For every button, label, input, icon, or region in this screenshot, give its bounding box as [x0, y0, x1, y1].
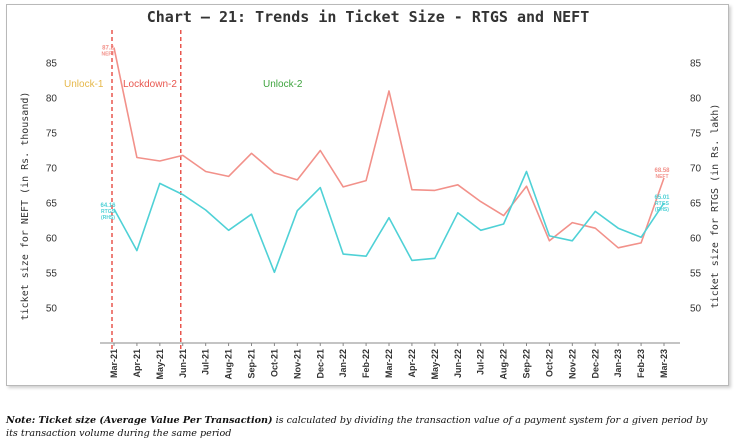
footnote: Note: Ticket size (Average Value Per Tra…: [6, 414, 731, 440]
footnote-line-2: its transaction volume during the same p…: [6, 428, 232, 439]
x-tick-Mar-23: Mar-23: [659, 349, 669, 378]
footnote-term: Ticket size (Average Value Per Transacti…: [38, 415, 273, 426]
data-label-neft-0-0: 87.2: [102, 46, 114, 52]
x-tick-Feb-23: Feb-23: [636, 349, 646, 378]
y-tick-right-60: 60: [690, 234, 702, 245]
x-tick-Dec-22: Dec-22: [590, 349, 600, 379]
y-axis-right-label: ticket size for RTGS (in Rs. lakh): [710, 104, 721, 309]
phase-labels: Unlock-1 Lockdown-2 Unlock-2: [64, 79, 303, 90]
data-label-rtgs-0-1: RTGS: [101, 209, 116, 215]
ticket-size-chart: Chart – 21: Trends in Ticket Size - RTGS…: [20, 8, 721, 380]
y-tick-left-70: 70: [46, 164, 58, 175]
x-tick-Dec-21: Dec-21: [315, 349, 325, 379]
data-label-rtgs-0-0: 64.16: [100, 203, 116, 209]
y-tick-right-85: 85: [690, 59, 702, 70]
y-tick-right-70: 70: [690, 164, 702, 175]
x-tick-Mar-21: Mar-21: [109, 349, 119, 378]
x-tick-Jul-22: Jul-22: [476, 349, 486, 375]
data-label-rtgs-24-2: (RHS): [655, 207, 669, 213]
x-tick-Apr-22: Apr-22: [407, 349, 417, 378]
x-tick-Sep-22: Sep-22: [522, 349, 532, 379]
y-tick-left-50: 50: [46, 304, 58, 315]
footnote-line-1: Note: Ticket size (Average Value Per Tra…: [6, 414, 731, 427]
footnote-prefix: Note:: [6, 415, 36, 426]
x-tick-May-22: May-22: [430, 349, 440, 380]
data-label-rtgs-0-2: (RHS): [101, 215, 115, 221]
x-tick-Jul-21: Jul-21: [201, 349, 211, 375]
x-tick-Aug-21: Aug-21: [224, 349, 234, 380]
chart-frame: [6, 4, 729, 386]
x-tick-Mar-22: Mar-22: [384, 349, 394, 378]
x-tick-Jan-22: Jan-22: [338, 349, 348, 378]
chart-title: Chart – 21: Trends in Ticket Size - RTGS…: [147, 8, 590, 26]
x-tick-Oct-22: Oct-22: [544, 349, 554, 377]
y-tick-left-65: 65: [46, 199, 58, 210]
y-tick-right-80: 80: [690, 94, 702, 105]
x-tick-Nov-22: Nov-22: [567, 349, 577, 379]
series-lines: [113, 47, 665, 274]
phase-label-unlock-1: Unlock-1: [64, 79, 104, 90]
axes-layer: 50 50 55 55 60 60 65 65 70 70 75 75 80 80 85 85 Mar-21 Ap…: [46, 59, 702, 380]
x-tick-Apr-21: Apr-21: [132, 349, 142, 378]
x-tick-Feb-22: Feb-22: [361, 349, 371, 378]
y-tick-right-50: 50: [690, 304, 702, 315]
data-label-rtgs-24-0: 65.01: [654, 195, 670, 201]
y-tick-left-75: 75: [46, 129, 58, 140]
data-label-neft-0-1: NEFT: [101, 52, 114, 58]
y-tick-right-65: 65: [690, 199, 702, 210]
phase-label-unlock-2: Unlock-2: [263, 79, 303, 90]
x-tick-Nov-21: Nov-21: [292, 349, 302, 379]
data-label-neft-24-1: NEFT: [655, 174, 668, 180]
x-tick-Jun-22: Jun-22: [453, 349, 463, 378]
y-tick-left-55: 55: [46, 269, 58, 280]
x-tick-Sep-21: Sep-21: [247, 349, 257, 379]
y-tick-left-60: 60: [46, 234, 58, 245]
data-label-neft-24-0: 68.58: [654, 168, 670, 174]
data-label-rtgs-24-1: RTGS: [655, 201, 670, 207]
y-axis-left-label: ticket size for NEFT (in Rs. thousand): [20, 92, 31, 321]
y-tick-left-80: 80: [46, 94, 58, 105]
x-tick-Jan-23: Jan-23: [613, 349, 623, 378]
x-tick-May-21: May-21: [155, 349, 165, 380]
data-labels: 87.2NEFT64.16RTGS(RHS)68.58NEFT65.01RTGS…: [100, 46, 670, 221]
phase-label-lockdown-2: Lockdown-2: [123, 79, 177, 90]
x-tick-Aug-22: Aug-22: [499, 349, 509, 380]
y-tick-left-85: 85: [46, 59, 58, 70]
x-tick-Oct-21: Oct-21: [269, 349, 279, 377]
series-line-rtgs: [113, 170, 665, 274]
y-tick-right-55: 55: [690, 269, 702, 280]
y-tick-right-75: 75: [690, 129, 702, 140]
x-tick-Jun-21: Jun-21: [178, 349, 188, 378]
footnote-text: is calculated by dividing the transactio…: [275, 415, 708, 426]
phase-lines: [111, 30, 182, 350]
series-line-neft: [113, 47, 665, 249]
